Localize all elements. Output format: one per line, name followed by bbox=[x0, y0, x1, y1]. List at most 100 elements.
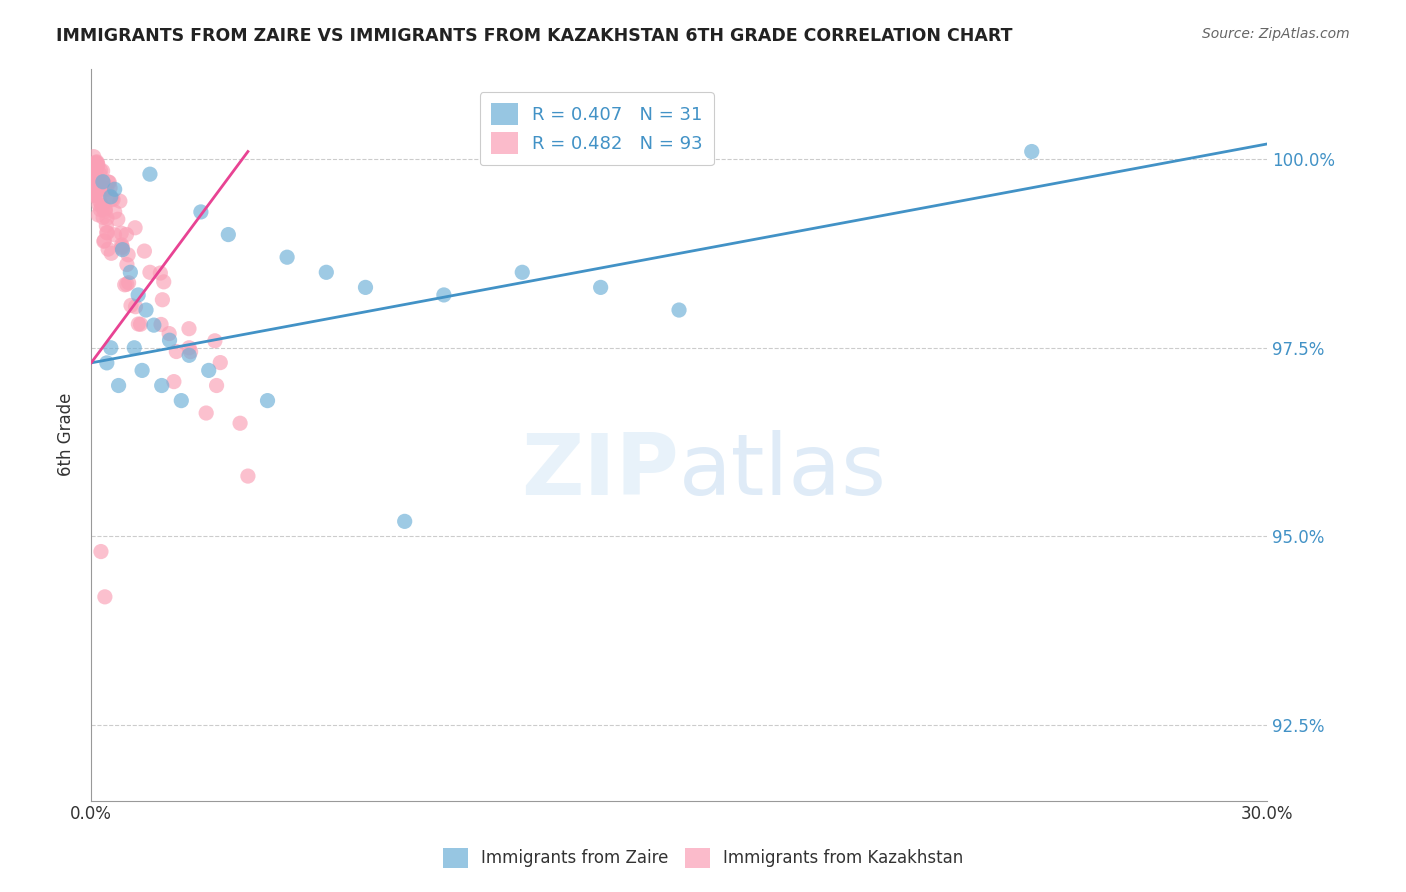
Immigrants from Zaire bbox=[150, 378, 173, 392]
Immigrants from Zaire bbox=[179, 348, 201, 362]
Immigrants from Kazakhstan bbox=[236, 469, 259, 483]
Immigrants from Kazakhstan bbox=[157, 326, 180, 341]
Immigrants from Kazakhstan bbox=[90, 163, 112, 178]
Immigrants from Zaire bbox=[100, 190, 122, 204]
Immigrants from Zaire bbox=[104, 182, 127, 196]
Immigrants from Zaire bbox=[107, 378, 129, 392]
Immigrants from Kazakhstan bbox=[83, 170, 105, 185]
Immigrants from Kazakhstan bbox=[83, 176, 105, 190]
Immigrants from Kazakhstan bbox=[165, 344, 187, 359]
Immigrants from Kazakhstan bbox=[84, 155, 107, 169]
Legend: R = 0.407   N = 31, R = 0.482   N = 93: R = 0.407 N = 31, R = 0.482 N = 93 bbox=[479, 92, 714, 165]
Immigrants from Kazakhstan bbox=[108, 194, 131, 208]
Immigrants from Kazakhstan bbox=[195, 406, 218, 420]
Immigrants from Zaire bbox=[589, 280, 612, 294]
Immigrants from Kazakhstan bbox=[152, 275, 174, 289]
Immigrants from Kazakhstan bbox=[129, 318, 152, 332]
Immigrants from Zaire bbox=[190, 205, 212, 219]
Immigrants from Kazakhstan bbox=[96, 219, 118, 233]
Immigrants from Zaire bbox=[111, 243, 134, 257]
Y-axis label: 6th Grade: 6th Grade bbox=[58, 392, 75, 476]
Immigrants from Kazakhstan bbox=[87, 174, 110, 188]
Immigrants from Kazakhstan bbox=[90, 199, 112, 213]
Immigrants from Kazakhstan bbox=[110, 226, 132, 240]
Immigrants from Kazakhstan bbox=[87, 208, 110, 222]
Immigrants from Zaire bbox=[354, 280, 377, 294]
Immigrants from Kazakhstan bbox=[96, 226, 118, 240]
Immigrants from Kazakhstan bbox=[110, 238, 132, 252]
Immigrants from Kazakhstan bbox=[117, 248, 139, 262]
Immigrants from Kazakhstan bbox=[83, 185, 105, 199]
Immigrants from Kazakhstan bbox=[86, 156, 108, 170]
Immigrants from Kazakhstan bbox=[179, 341, 201, 355]
Immigrants from Kazakhstan bbox=[82, 164, 104, 178]
Text: ZIP: ZIP bbox=[522, 430, 679, 513]
Immigrants from Kazakhstan bbox=[115, 277, 138, 292]
Immigrants from Kazakhstan bbox=[93, 234, 115, 248]
Immigrants from Kazakhstan bbox=[209, 355, 232, 369]
Immigrants from Kazakhstan bbox=[83, 161, 105, 175]
Immigrants from Kazakhstan bbox=[94, 178, 117, 192]
Immigrants from Kazakhstan bbox=[83, 161, 105, 175]
Immigrants from Kazakhstan bbox=[124, 300, 146, 314]
Immigrants from Kazakhstan bbox=[101, 193, 124, 207]
Text: IMMIGRANTS FROM ZAIRE VS IMMIGRANTS FROM KAZAKHSTAN 6TH GRADE CORRELATION CHART: IMMIGRANTS FROM ZAIRE VS IMMIGRANTS FROM… bbox=[56, 27, 1012, 45]
Immigrants from Kazakhstan bbox=[100, 246, 122, 260]
Immigrants from Kazakhstan bbox=[90, 544, 112, 558]
Immigrants from Zaire bbox=[256, 393, 278, 408]
Immigrants from Kazakhstan bbox=[86, 176, 108, 190]
Immigrants from Zaire bbox=[197, 363, 219, 377]
Immigrants from Kazakhstan bbox=[84, 188, 107, 202]
Text: Source: ZipAtlas.com: Source: ZipAtlas.com bbox=[1202, 27, 1350, 41]
Text: atlas: atlas bbox=[679, 430, 887, 513]
Immigrants from Kazakhstan bbox=[83, 166, 105, 180]
Immigrants from Kazakhstan bbox=[89, 202, 111, 217]
Immigrants from Zaire bbox=[139, 167, 162, 181]
Immigrants from Kazakhstan bbox=[97, 242, 120, 256]
Immigrants from Kazakhstan bbox=[149, 266, 172, 280]
Immigrants from Kazakhstan bbox=[229, 416, 252, 430]
Immigrants from Kazakhstan bbox=[114, 277, 136, 292]
Immigrants from Kazakhstan bbox=[93, 182, 115, 196]
Immigrants from Zaire bbox=[510, 265, 533, 279]
Immigrants from Kazakhstan bbox=[84, 157, 107, 171]
Immigrants from Zaire bbox=[433, 288, 456, 302]
Immigrants from Zaire bbox=[1021, 145, 1043, 159]
Immigrants from Kazakhstan bbox=[84, 157, 107, 171]
Immigrants from Kazakhstan bbox=[150, 318, 173, 332]
Immigrants from Zaire bbox=[96, 356, 118, 370]
Immigrants from Kazakhstan bbox=[87, 158, 110, 172]
Immigrants from Kazakhstan bbox=[89, 187, 111, 202]
Immigrants from Zaire bbox=[122, 341, 145, 355]
Immigrants from Kazakhstan bbox=[163, 375, 186, 389]
Immigrants from Kazakhstan bbox=[115, 258, 138, 272]
Immigrants from Kazakhstan bbox=[83, 186, 105, 201]
Immigrants from Kazakhstan bbox=[84, 175, 107, 189]
Immigrants from Kazakhstan bbox=[204, 334, 226, 348]
Immigrants from Kazakhstan bbox=[91, 211, 114, 225]
Immigrants from Kazakhstan bbox=[124, 220, 146, 235]
Immigrants from Zaire bbox=[127, 288, 149, 302]
Immigrants from Kazakhstan bbox=[101, 192, 124, 206]
Immigrants from Kazakhstan bbox=[98, 181, 121, 195]
Immigrants from Kazakhstan bbox=[82, 169, 104, 183]
Immigrants from Kazakhstan bbox=[96, 182, 118, 196]
Immigrants from Zaire bbox=[668, 303, 690, 318]
Immigrants from Kazakhstan bbox=[139, 265, 162, 279]
Immigrants from Kazakhstan bbox=[89, 194, 111, 209]
Immigrants from Zaire bbox=[315, 265, 337, 279]
Immigrants from Kazakhstan bbox=[205, 378, 228, 392]
Immigrants from Kazakhstan bbox=[104, 205, 127, 219]
Immigrants from Zaire bbox=[120, 265, 142, 279]
Immigrants from Kazakhstan bbox=[93, 235, 115, 249]
Immigrants from Kazakhstan bbox=[87, 197, 110, 211]
Immigrants from Zaire bbox=[170, 393, 193, 408]
Immigrants from Kazakhstan bbox=[97, 175, 120, 189]
Immigrants from Kazakhstan bbox=[96, 226, 118, 240]
Immigrants from Kazakhstan bbox=[127, 317, 149, 331]
Immigrants from Kazakhstan bbox=[89, 167, 111, 181]
Immigrants from Zaire bbox=[131, 363, 153, 377]
Immigrants from Kazakhstan bbox=[90, 182, 112, 196]
Immigrants from Zaire bbox=[276, 250, 298, 264]
Immigrants from Kazakhstan bbox=[94, 204, 117, 219]
